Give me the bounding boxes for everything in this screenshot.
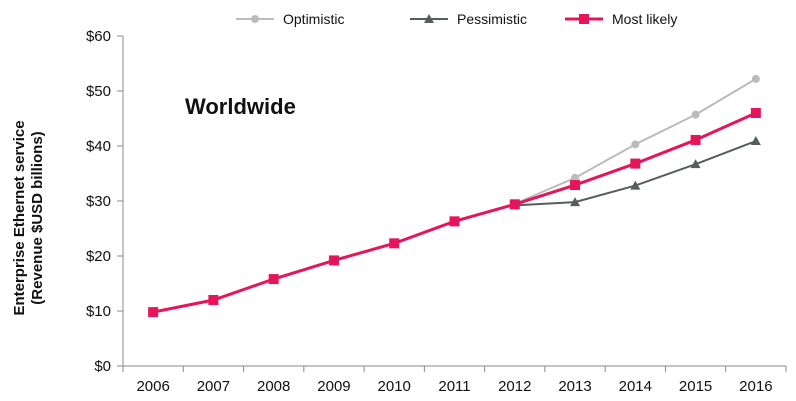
x-tick-label: 2012	[498, 378, 531, 395]
chart-annotation: Worldwide	[185, 94, 296, 119]
x-tick-label: 2015	[679, 378, 712, 395]
x-tick-label: 2009	[317, 378, 350, 395]
y-axis-label-line-2: (Revenue $USD billions)	[29, 131, 46, 304]
series-pessimistic	[509, 136, 761, 210]
series-line-pessimistic	[514, 140, 757, 207]
legend-swatch-marker	[579, 14, 589, 24]
data-point-optimistic	[631, 140, 640, 149]
data-point-most-likely	[328, 255, 339, 266]
y-axis-label-line-1: Enterprise Ethernet service	[11, 120, 28, 315]
data-point-most-likely	[268, 274, 279, 285]
legend-item-most-likely: Most likely	[565, 11, 677, 27]
data-point-most-likely	[148, 307, 159, 318]
axes: $0 $10 $20 $30 $40 $50 $60 2006 2007 2008 2009 2010…	[86, 28, 787, 395]
data-point-most-likely	[570, 180, 581, 191]
data-point-most-likely	[690, 134, 701, 145]
legend-item-pessimistic: Pessimistic	[410, 11, 527, 27]
y-tick-label: $20	[86, 248, 111, 265]
series-most-likely	[148, 108, 761, 318]
x-tick-label: 2006	[136, 378, 169, 395]
data-point-optimistic	[691, 110, 700, 119]
data-point-pessimistic	[630, 180, 641, 190]
data-point-pessimistic	[570, 197, 581, 207]
data-point-most-likely	[449, 216, 460, 227]
x-tick-label: 2016	[739, 378, 772, 395]
legend: Optimistic Pessimistic Most likely	[236, 11, 677, 27]
data-point-most-likely	[389, 238, 400, 249]
data-point-optimistic	[751, 74, 760, 83]
data-point-pessimistic	[690, 159, 701, 169]
y-tick-label: $10	[86, 303, 111, 320]
legend-label: Optimistic	[283, 11, 344, 27]
legend-label: Pessimistic	[457, 11, 527, 27]
data-point-most-likely	[630, 158, 641, 169]
x-tick-label: 2014	[619, 378, 652, 395]
y-tick-label: $50	[86, 83, 111, 100]
series-line-most-likely	[152, 111, 757, 314]
data-point-pessimistic	[750, 136, 761, 146]
x-tick-label: 2013	[558, 378, 591, 395]
data-point-optimistic	[571, 173, 580, 182]
y-tick-label: $30	[86, 193, 111, 210]
data-point-most-likely	[509, 199, 520, 210]
data-point-most-likely	[750, 108, 761, 118]
legend-swatch-marker	[251, 15, 259, 23]
x-tick-label: 2008	[257, 378, 290, 395]
legend-label: Most likely	[612, 11, 677, 27]
x-tick-label: 2011	[438, 378, 470, 395]
x-tick-label: 2010	[378, 378, 411, 395]
series-layer	[148, 74, 761, 318]
y-tick-label: $0	[94, 358, 111, 375]
y-tick-label: $40	[86, 138, 111, 155]
x-tick-label: 2007	[197, 378, 230, 395]
y-tick-label: $60	[86, 28, 111, 45]
legend-item-optimistic: Optimistic	[236, 11, 344, 27]
legend-swatch-marker	[424, 14, 434, 23]
data-point-most-likely	[208, 295, 219, 305]
